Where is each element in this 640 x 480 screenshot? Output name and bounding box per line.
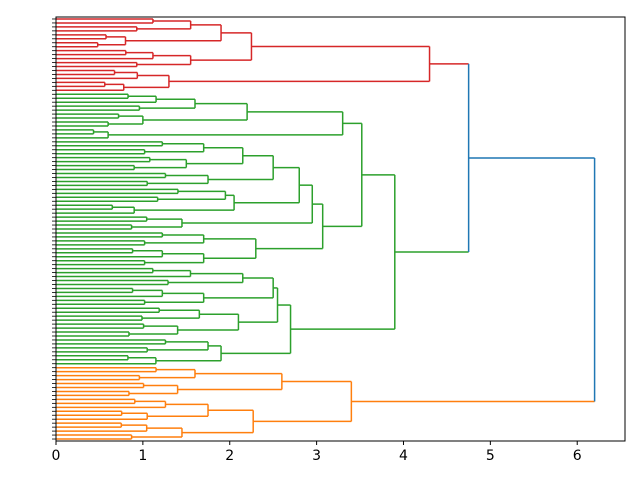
x-tick-label: 4 (399, 448, 408, 464)
x-tick-label: 5 (486, 448, 495, 464)
axes-frame (55, 16, 626, 442)
x-tick-label: 1 (138, 448, 147, 464)
x-tick-label: 6 (573, 448, 582, 464)
x-tick-label: 0 (52, 448, 61, 464)
x-tick-label: 2 (225, 448, 234, 464)
x-tick-label: 3 (312, 448, 321, 464)
